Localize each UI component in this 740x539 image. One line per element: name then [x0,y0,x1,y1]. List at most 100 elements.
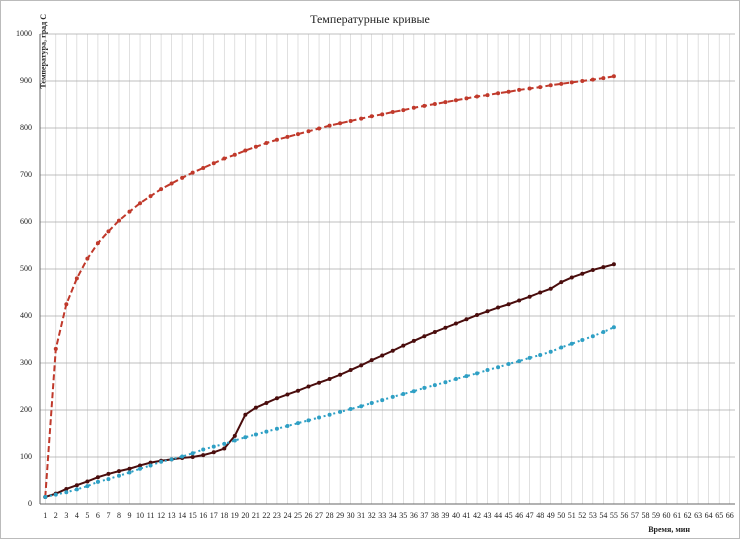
data-point [338,121,343,126]
data-point [506,302,511,307]
x-tick-label: 47 [526,511,534,520]
x-tick-label: 44 [494,511,502,520]
data-point [548,349,553,354]
data-point [432,102,437,107]
x-tick-label: 54 [599,511,607,520]
data-point [548,83,553,88]
data-point [411,338,416,343]
data-point [348,368,353,373]
data-point [148,460,153,465]
x-tick-label: 46 [515,511,523,520]
data-point [359,404,364,409]
data-point [43,494,48,499]
data-point [401,392,406,397]
data-point [559,280,564,285]
data-point [201,165,206,170]
data-point [295,421,300,426]
y-tick-label: 500 [20,264,32,273]
data-point [453,376,458,381]
data-point [453,321,458,326]
data-point [390,348,395,353]
x-tick-label: 14 [178,511,186,520]
data-point [527,86,532,91]
data-point [201,447,206,452]
x-tick-label: 37 [420,511,428,520]
data-point [232,152,237,157]
data-point [401,343,406,348]
x-tick-label: 21 [252,511,260,520]
data-point [138,463,143,468]
data-point [569,80,574,85]
x-tick-label: 63 [694,511,702,520]
y-tick-label: 900 [20,76,32,85]
data-point [369,358,374,363]
data-point [116,473,121,478]
x-tick-label: 24 [283,511,291,520]
x-tick-label: 64 [705,511,713,520]
data-point [106,471,111,476]
data-point [422,103,427,108]
y-tick-label: 1000 [16,29,32,38]
data-point [74,276,79,281]
x-tick-label: 41 [462,511,470,520]
x-tick-label: 40 [452,511,460,520]
x-tick-label: 58 [641,511,649,520]
data-point [475,313,480,318]
data-point [222,446,227,451]
data-point [580,271,585,276]
data-point [106,229,111,234]
data-point [601,265,606,270]
x-tick-label: 38 [431,511,439,520]
data-point [317,415,322,420]
x-tick-label: 18 [220,511,228,520]
data-point [432,383,437,388]
data-point [601,329,606,334]
data-point [116,469,121,474]
x-tick-label: 9 [128,511,132,520]
data-point [116,218,121,223]
data-point [53,346,58,351]
x-tick-label: 35 [399,511,407,520]
x-tick-label: 27 [315,511,323,520]
data-point [422,334,427,339]
x-tick-label: 51 [568,511,576,520]
x-tick-label: 57 [631,511,639,520]
data-point [359,116,364,121]
data-point [548,286,553,291]
data-point [380,353,385,358]
x-axis-label: Время, мин [648,525,690,534]
data-point [590,267,595,272]
data-point [190,455,195,459]
data-point [485,309,490,314]
x-tick-label: 16 [199,511,207,520]
data-point [559,81,564,86]
y-tick-label: 400 [20,311,32,320]
data-point [475,371,480,376]
data-point [390,394,395,399]
x-tick-label: 43 [484,511,492,520]
y-tick-label: 600 [20,217,32,226]
data-point [127,470,132,475]
x-tick-label: 2 [54,511,58,520]
x-tick-label: 25 [294,511,302,520]
data-point [580,337,585,342]
y-tick-label: 0 [28,499,32,508]
data-point [464,96,469,101]
data-point [190,451,195,456]
x-tick-label: 7 [106,511,110,520]
data-point [264,400,269,405]
x-tick-label: 3 [64,511,68,520]
data-point [590,77,595,82]
data-point [264,429,269,434]
x-tick-label: 19 [231,511,239,520]
data-point [243,148,248,153]
x-tick-label: 33 [378,511,386,520]
data-point [369,400,374,405]
data-point [464,317,469,322]
data-point [64,302,69,307]
data-point [159,459,164,464]
data-point [338,409,343,414]
x-tick-label: 48 [536,511,544,520]
data-point [169,181,174,186]
